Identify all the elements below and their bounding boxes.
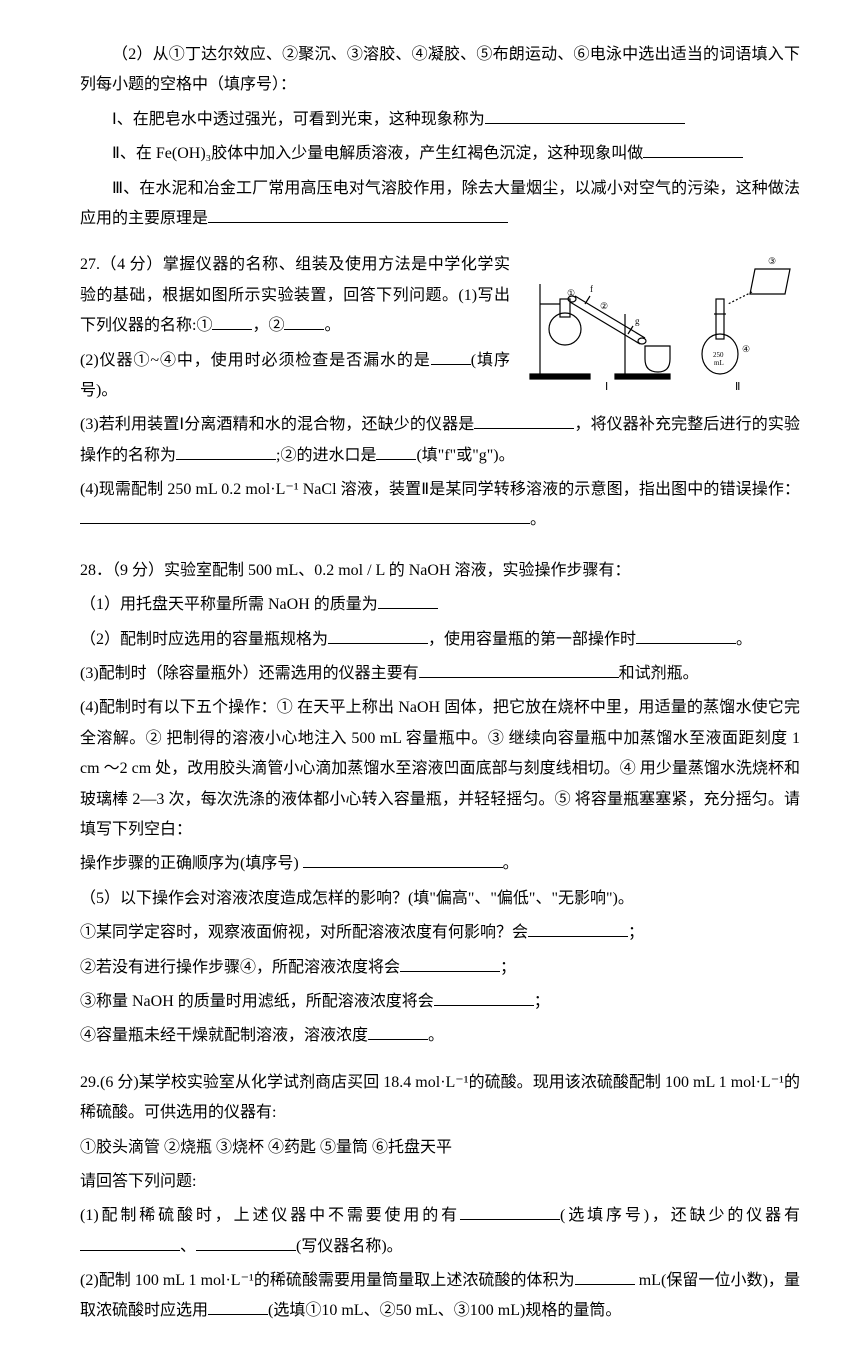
- blank[interactable]: [208, 1299, 268, 1315]
- q28-p1: （1）用托盘天平称量所需 NaOH 的质量为: [80, 590, 800, 620]
- q28-p3b: 和试剂瓶。: [619, 665, 699, 682]
- q26-i2-text: Ⅱ、在 Fe(OH)₃胶体中加入少量电解质溶液，产生红褐色沉淀，这种现象叫做: [112, 145, 643, 162]
- q28-i2-end: ；: [500, 959, 516, 976]
- q26-part2: （2）从①丁达尔效应、②聚沉、③溶胶、④凝胶、⑤布朗运动、⑥电泳中选出适当的词语…: [80, 40, 800, 234]
- q28-item2: ②若没有进行操作步骤④，所配溶液浓度将会 ；: [80, 953, 800, 983]
- q27-p4a: (4)现需配制 250 mL 0.2 mol·L⁻¹ NaCl 溶液，装置Ⅱ是某…: [80, 481, 800, 498]
- q28-item3: ③称量 NaOH 的质量时用滤纸，所配溶液浓度将会 ；: [80, 987, 800, 1017]
- blank[interactable]: [208, 207, 508, 223]
- q28-p2a: （2）配制时应选用的容量瓶规格为: [80, 631, 328, 648]
- blank[interactable]: [643, 142, 743, 158]
- q28-p3a: (3)配制时（除容量瓶外）还需选用的仪器主要有: [80, 665, 419, 682]
- q26-item3: Ⅲ、在水泥和冶金工厂常用高压电对气溶胶作用，除去大量烟尘，以减小对空气的污染，这…: [80, 174, 800, 235]
- q29-p1: (1)配制稀硫酸时，上述仪器中不需要使用的有(选填序号)，还缺少的仪器有、(写仪…: [80, 1201, 800, 1262]
- diagram-roman2: Ⅱ: [735, 381, 740, 393]
- q27-p2-text: (2)仪器①~④中，使用时必须检查是否漏水的是: [80, 352, 431, 369]
- q29-intro: 29.(6 分)某学校实验室从化学试剂商店买回 18.4 mol·L⁻¹的硫酸。…: [80, 1068, 800, 1129]
- blank[interactable]: [176, 444, 276, 460]
- blank[interactable]: [460, 1204, 560, 1220]
- q28-item4: ④容量瓶未经干燥就配制溶液，溶液浓度 。: [80, 1021, 800, 1051]
- q27-part3: (3)若利用装置Ⅰ分离酒精和水的混合物，还缺少的仪器是，将仪器补充完整后进行的实…: [80, 410, 800, 471]
- blank[interactable]: [212, 314, 252, 330]
- blank[interactable]: [328, 628, 428, 644]
- blank[interactable]: [80, 1235, 180, 1251]
- circled-3: ③: [768, 256, 776, 266]
- port-g: g: [635, 316, 640, 326]
- q27-p4-end: 。: [530, 511, 546, 528]
- q28-p2b: ，使用容量瓶的第一部操作时: [428, 631, 636, 648]
- blank[interactable]: [528, 921, 628, 937]
- q28: 28．（9 分）实验室配制 500 mL、0.2 mol / L 的 NaOH …: [80, 556, 800, 1052]
- apparatus-diagram: Ⅰ ① ② f g 250 mL ③ ④ Ⅱ: [520, 254, 800, 394]
- blank[interactable]: [636, 628, 736, 644]
- circled-1: ①: [567, 288, 575, 298]
- q29: 29.(6 分)某学校实验室从化学试剂商店买回 18.4 mol·L⁻¹的硫酸。…: [80, 1068, 800, 1327]
- q28-i1-end: ；: [628, 924, 644, 941]
- blank[interactable]: [80, 508, 530, 524]
- q27-p3a: (3)若利用装置Ⅰ分离酒精和水的混合物，还缺少的仪器是: [80, 416, 474, 433]
- q29-p1d: (写仪器名称)。: [296, 1238, 403, 1255]
- blank[interactable]: [368, 1024, 428, 1040]
- blank[interactable]: [431, 349, 471, 365]
- blank[interactable]: [378, 593, 438, 609]
- blank[interactable]: [485, 108, 685, 124]
- q28-intro: 28．（9 分）实验室配制 500 mL、0.2 mol / L 的 NaOH …: [80, 556, 800, 586]
- blank[interactable]: [400, 956, 500, 972]
- q28-p1-text: （1）用托盘天平称量所需 NaOH 的质量为: [80, 596, 378, 613]
- q28-item1: ①某同学定容时，观察液面俯视，对所配溶液浓度有何影响？会 ；: [80, 918, 800, 948]
- port-f: f: [590, 284, 593, 294]
- q28-p5: （5）以下操作会对溶液浓度造成怎样的影响？(填"偏高"、"偏低"、"无影响")。: [80, 884, 800, 914]
- diagram-svg: Ⅰ ① ② f g 250 mL ③ ④ Ⅱ: [520, 254, 800, 394]
- q27-part4: (4)现需配制 250 mL 0.2 mol·L⁻¹ NaCl 溶液，装置Ⅱ是某…: [80, 475, 800, 536]
- q28-i3-end: ；: [534, 993, 550, 1010]
- blank[interactable]: [419, 662, 619, 678]
- blank[interactable]: [196, 1235, 296, 1251]
- q26-item2: Ⅱ、在 Fe(OH)₃胶体中加入少量电解质溶液，产生红褐色沉淀，这种现象叫做: [80, 139, 800, 169]
- q29-p2c: (选填①10 mL、②50 mL、③100 mL)规格的量筒。: [268, 1302, 621, 1319]
- blank[interactable]: [474, 413, 574, 429]
- q28-i1-text: ①某同学定容时，观察液面俯视，对所配溶液浓度有何影响？会: [80, 924, 528, 941]
- diagram-roman1: Ⅰ: [605, 381, 608, 393]
- q29-p2: (2)配制 100 mL 1 mol·L⁻¹的稀硫酸需要用量筒量取上述浓硫酸的体…: [80, 1266, 800, 1327]
- blank[interactable]: [284, 314, 324, 330]
- q28-p4: (4)配制时有以下五个操作：① 在天平上称出 NaOH 固体，把它放在烧杯中里，…: [80, 693, 800, 845]
- q28-i4-text: ④容量瓶未经干燥就配制溶液，溶液浓度: [80, 1027, 368, 1044]
- q28-steps-label: 操作步骤的正确顺序为(填序号): [80, 855, 303, 872]
- q26-item1: Ⅰ、在肥皂水中透过强光，可看到光束，这种现象称为: [80, 105, 800, 135]
- q26-i1-text: Ⅰ、在肥皂水中透过强光，可看到光束，这种现象称为: [112, 111, 485, 128]
- q29-p2a: (2)配制 100 mL 1 mol·L⁻¹的稀硫酸需要用量筒量取上述浓硫酸的体…: [80, 1272, 575, 1289]
- q28-steps-end: 。: [503, 855, 519, 872]
- q27-intro-mid: ，②: [252, 317, 284, 334]
- ml-label: mL: [714, 359, 724, 367]
- q27-intro-end: 。: [324, 317, 340, 334]
- q28-i3-text: ③称量 NaOH 的质量时用滤纸，所配溶液浓度将会: [80, 993, 434, 1010]
- q26-intro: （2）从①丁达尔效应、②聚沉、③溶胶、④凝胶、⑤布朗运动、⑥电泳中选出适当的词语…: [80, 40, 800, 101]
- blank[interactable]: [303, 852, 503, 868]
- circled-2: ②: [600, 301, 608, 311]
- q28-p2: （2）配制时应选用的容量瓶规格为 ，使用容量瓶的第一部操作时 。: [80, 625, 800, 655]
- blank[interactable]: [434, 990, 534, 1006]
- q27-p3c: ;②的进水口是: [276, 447, 376, 464]
- q28-i2-text: ②若没有进行操作步骤④，所配溶液浓度将会: [80, 959, 400, 976]
- q29-options: ①胶头滴管 ②烧瓶 ③烧杯 ④药匙 ⑤量筒 ⑥托盘天平: [80, 1133, 800, 1163]
- q28-p2c: 。: [736, 631, 752, 648]
- q27-p3d: (填"f"或"g")。: [416, 447, 514, 464]
- circled-4: ④: [742, 344, 750, 354]
- q28-steps: 操作步骤的正确顺序为(填序号) 。: [80, 849, 800, 879]
- q28-i4-end: 。: [428, 1027, 444, 1044]
- q27: Ⅰ ① ② f g 250 mL ③ ④ Ⅱ 27.（4 分）掌握: [80, 250, 800, 540]
- q29-prompt: 请回答下列问题:: [80, 1167, 800, 1197]
- blank[interactable]: [575, 1269, 635, 1285]
- vol-label: 250: [713, 351, 724, 359]
- q28-p3: (3)配制时（除容量瓶外）还需选用的仪器主要有 和试剂瓶。: [80, 659, 800, 689]
- q29-p1c: 、: [180, 1238, 196, 1255]
- blank[interactable]: [376, 444, 416, 460]
